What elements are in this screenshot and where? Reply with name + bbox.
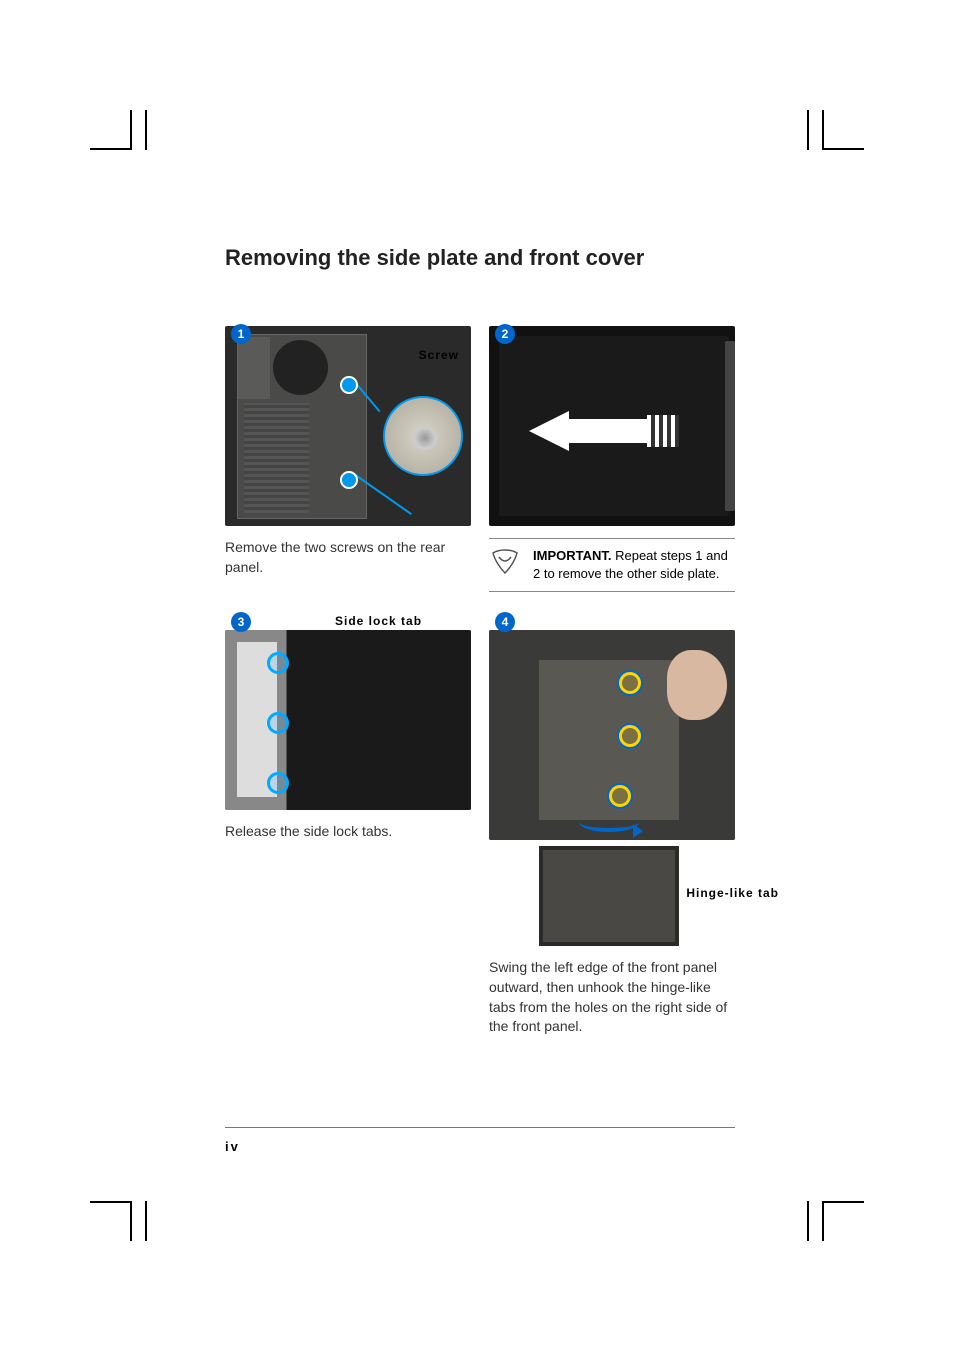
note-bold: IMPORTANT.	[533, 548, 611, 563]
step-4: 4 Hinge-like tab Swing the left edge of …	[489, 612, 735, 1066]
step-1: 1 Screw Remove the two screws on the rea…	[225, 326, 471, 612]
rear-panel-graphic	[237, 334, 367, 519]
page-content: Removing the side plate and front cover …	[225, 245, 735, 1156]
important-note: IMPORTANT. Repeat steps 1 and 2 to remov…	[489, 538, 735, 592]
figure-4: 4	[489, 612, 735, 840]
figure-4-detail: Hinge-like tab	[539, 846, 679, 946]
figure-3: 3 Side lock tab	[225, 612, 471, 810]
page-title: Removing the side plate and front cover	[225, 245, 735, 271]
page-number: iv	[225, 1139, 240, 1154]
note-text: IMPORTANT. Repeat steps 1 and 2 to remov…	[533, 547, 735, 583]
figure-1-label: Screw	[419, 348, 459, 362]
note-icon	[489, 547, 521, 583]
step-badge-2: 2	[495, 324, 515, 344]
caption-4: Swing the left edge of the front panel o…	[489, 958, 735, 1036]
hand-graphic	[667, 650, 727, 720]
step-badge-3: 3	[231, 612, 251, 632]
row-1: 1 Screw Remove the two screws on the rea…	[225, 326, 735, 612]
caption-1: Remove the two screws on the rear panel.	[225, 538, 471, 577]
screw-indicator-bottom	[340, 471, 358, 489]
caption-3: Release the side lock tabs.	[225, 822, 471, 842]
figure-2: 2	[489, 326, 735, 526]
figure-3-label: Side lock tab	[335, 614, 422, 628]
step-2: 2 IMPORTANT. Repeat steps 1 and 2 to	[489, 326, 735, 612]
step-badge-1: 1	[231, 324, 251, 344]
figure-3-image	[225, 630, 471, 810]
footer: iv	[225, 1127, 735, 1156]
slide-arrow-icon	[529, 411, 679, 451]
figure-2-image	[489, 326, 735, 526]
row-2: 3 Side lock tab Release the side lock ta…	[225, 612, 735, 1066]
figure-4-label: Hinge-like tab	[686, 886, 779, 900]
figure-4-image	[489, 630, 735, 840]
screw-indicator-top	[340, 376, 358, 394]
figure-1: 1 Screw	[225, 326, 471, 526]
step-badge-4: 4	[495, 612, 515, 632]
screw-zoom-circle	[383, 396, 463, 476]
step-3: 3 Side lock tab Release the side lock ta…	[225, 612, 471, 1066]
